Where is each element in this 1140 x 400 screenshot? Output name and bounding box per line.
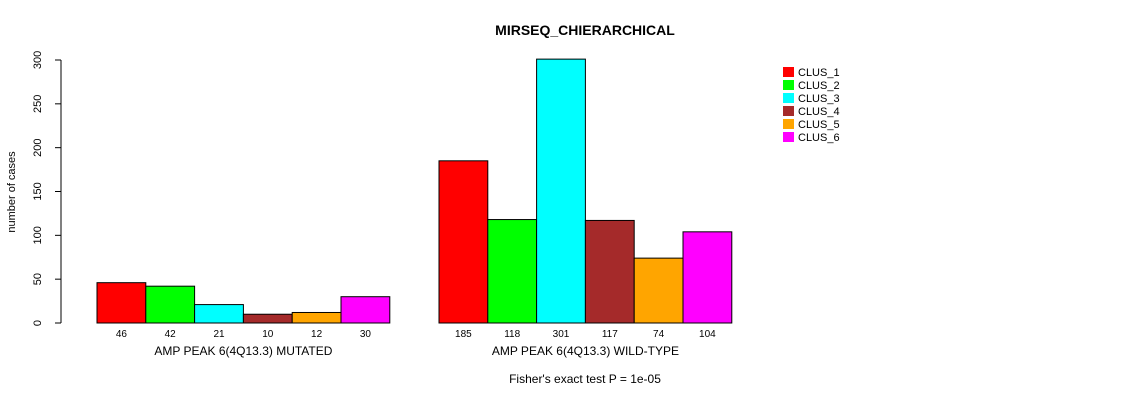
legend-swatch-clus_4 — [783, 106, 794, 116]
bar-value-label: 104 — [699, 329, 716, 340]
legend-label: CLUS_5 — [798, 119, 840, 131]
legend-label: CLUS_4 — [798, 106, 840, 118]
bar-value-label: 118 — [504, 329, 520, 340]
bar-value-label: 185 — [455, 329, 472, 340]
bar-value-label: 46 — [116, 329, 128, 340]
legend-swatch-clus_6 — [783, 132, 794, 142]
y-tick-label: 50 — [32, 273, 44, 285]
y-tick-label: 100 — [32, 226, 44, 244]
legend-label: CLUS_3 — [798, 93, 840, 105]
bar-value-label: 10 — [262, 329, 274, 340]
y-tick-label: 150 — [32, 182, 44, 200]
legend-label: CLUS_6 — [798, 132, 840, 144]
chart-title: MIRSEQ_CHIERARCHICAL — [495, 22, 675, 38]
bar-mutated-clus_1 — [96, 282, 147, 324]
bar-value-label: 42 — [165, 329, 177, 340]
bar-value-label: 12 — [311, 329, 323, 340]
group-label: AMP PEAK 6(4Q13.3) MUTATED — [154, 344, 332, 358]
y-axis-label: number of cases — [6, 151, 18, 233]
legend-swatch-clus_2 — [783, 80, 794, 90]
bar-wild-type-clus_4 — [584, 219, 635, 324]
y-axis: 0 50 100 150 200 250 300 — [32, 51, 62, 326]
bar-value-label: 117 — [602, 329, 618, 340]
legend-swatch-clus_1 — [783, 67, 794, 77]
bar-wild-type-clus_5 — [633, 257, 684, 324]
legend-label: CLUS_2 — [798, 80, 840, 92]
bars: 46 42 21 10 12 30 AMP PEAK 6(4Q13.3) MUTATED 18… — [96, 58, 733, 358]
bar-wild-type-clus_3 — [536, 58, 586, 324]
bar-mutated-clus_6 — [340, 296, 391, 324]
bar-value-label: 301 — [553, 329, 570, 340]
bar-wild-type-clus_2 — [487, 219, 538, 324]
bar-value-label: 74 — [653, 329, 665, 340]
y-tick-label: 200 — [32, 138, 44, 156]
y-tick-label: 250 — [32, 95, 44, 113]
bar-value-label: 30 — [360, 329, 372, 340]
bar-mutated-clus_4 — [242, 313, 293, 324]
bar-wild-type-clus_6 — [682, 231, 733, 324]
bar-value-label: 21 — [213, 329, 225, 340]
legend-swatch-clus_5 — [783, 119, 794, 129]
legend-swatch-clus_3 — [783, 93, 794, 103]
bar-mutated-clus_5 — [291, 311, 342, 324]
fisher-test-annotation: Fisher's exact test P = 1e-05 — [509, 372, 661, 386]
y-tick-label: 300 — [32, 51, 44, 69]
legend-label: CLUS_1 — [798, 67, 840, 79]
y-tick-label: 0 — [32, 320, 44, 326]
bar-wild-type-clus_1 — [438, 160, 489, 324]
group-label: AMP PEAK 6(4Q13.3) WILD-TYPE — [492, 344, 679, 358]
bar-mutated-clus_2 — [145, 285, 196, 324]
bar-mutated-clus_3 — [194, 304, 244, 324]
